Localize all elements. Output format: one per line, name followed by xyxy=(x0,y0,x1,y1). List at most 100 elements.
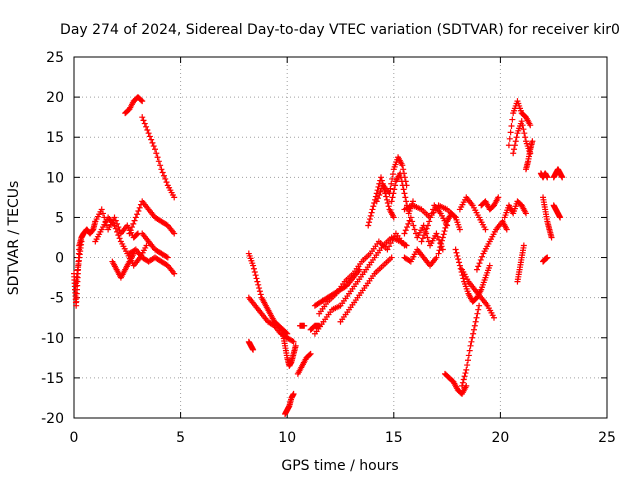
data-point xyxy=(141,120,148,127)
x-tick-label: 0 xyxy=(70,430,79,446)
data-point xyxy=(439,234,446,241)
data-point xyxy=(126,230,133,237)
data-point xyxy=(307,350,314,357)
data-point xyxy=(383,196,390,203)
data-point xyxy=(548,234,555,241)
series-C7 xyxy=(296,322,308,329)
data-point xyxy=(378,177,385,184)
series-D1 xyxy=(311,234,410,337)
data-point xyxy=(139,114,146,121)
series-C4 xyxy=(279,330,299,369)
data-point xyxy=(474,310,481,317)
data-point xyxy=(356,266,363,273)
data-point xyxy=(149,139,156,146)
data-point xyxy=(401,230,408,237)
data-point xyxy=(462,370,469,377)
data-point xyxy=(409,218,416,225)
data-point xyxy=(377,188,384,195)
data-point xyxy=(250,265,257,272)
data-point xyxy=(400,166,407,173)
series-G6 xyxy=(537,170,551,181)
data-point xyxy=(520,242,527,249)
data-point xyxy=(163,253,170,260)
data-point xyxy=(392,182,399,189)
data-point xyxy=(460,376,467,383)
series-G10 xyxy=(550,202,564,221)
data-point xyxy=(164,254,171,261)
data-point xyxy=(391,233,398,240)
data-point xyxy=(400,186,407,193)
data-point xyxy=(399,182,406,189)
data-point xyxy=(424,222,431,229)
data-point xyxy=(143,123,150,130)
data-point xyxy=(475,263,482,270)
data-point xyxy=(389,236,396,243)
data-point xyxy=(134,231,141,238)
data-point xyxy=(146,133,153,140)
data-point xyxy=(130,220,137,227)
data-point xyxy=(373,198,380,205)
data-point xyxy=(441,228,448,235)
data-point xyxy=(154,154,161,161)
data-point xyxy=(253,275,260,282)
data-point xyxy=(438,240,445,247)
data-point xyxy=(171,230,178,237)
data-point xyxy=(527,122,534,129)
series-E1 xyxy=(418,202,451,245)
data-point xyxy=(389,171,396,178)
series-G1 xyxy=(501,198,529,221)
data-point xyxy=(389,175,396,182)
data-point xyxy=(98,206,105,213)
data-point xyxy=(436,247,443,254)
data-point xyxy=(391,186,398,193)
data-point xyxy=(491,314,498,321)
data-point xyxy=(143,242,150,249)
data-point xyxy=(463,366,470,373)
data-point xyxy=(115,232,122,239)
data-point xyxy=(388,198,395,205)
data-point xyxy=(111,214,118,221)
data-point xyxy=(522,134,529,141)
data-point xyxy=(155,158,162,165)
series-G5 xyxy=(522,138,536,173)
data-point xyxy=(250,262,257,269)
data-point xyxy=(404,224,411,231)
data-point xyxy=(257,291,264,298)
data-point xyxy=(452,246,459,253)
data-point xyxy=(508,122,515,129)
data-point xyxy=(459,382,466,389)
data-point xyxy=(369,206,376,213)
data-point xyxy=(454,252,461,259)
data-point xyxy=(442,224,449,231)
x-tick-label: 20 xyxy=(491,430,509,446)
data-point xyxy=(509,116,516,123)
data-points xyxy=(71,94,566,417)
axis-ticks xyxy=(73,56,608,419)
data-point xyxy=(376,191,383,198)
data-point xyxy=(292,342,299,349)
series-A9 xyxy=(139,230,171,261)
data-point xyxy=(456,259,463,266)
data-point xyxy=(476,302,483,309)
data-point xyxy=(171,194,178,201)
series-C5 xyxy=(282,390,297,417)
x-tick-label: 15 xyxy=(385,430,403,446)
data-point xyxy=(467,342,474,349)
data-point xyxy=(505,142,512,149)
y-tick-label: -5 xyxy=(50,291,64,307)
data-point xyxy=(503,226,510,233)
data-point xyxy=(472,318,479,325)
data-point xyxy=(473,266,480,273)
series-B1 xyxy=(122,94,146,117)
data-point xyxy=(410,222,417,229)
series-C1 xyxy=(245,250,291,337)
plot-frame xyxy=(73,56,608,419)
data-point xyxy=(112,225,119,232)
series-C3 xyxy=(245,338,257,353)
series-A7 xyxy=(126,198,178,237)
series-G4 xyxy=(514,242,527,285)
data-point xyxy=(482,226,489,233)
data-point xyxy=(428,210,435,217)
data-point xyxy=(144,127,151,134)
